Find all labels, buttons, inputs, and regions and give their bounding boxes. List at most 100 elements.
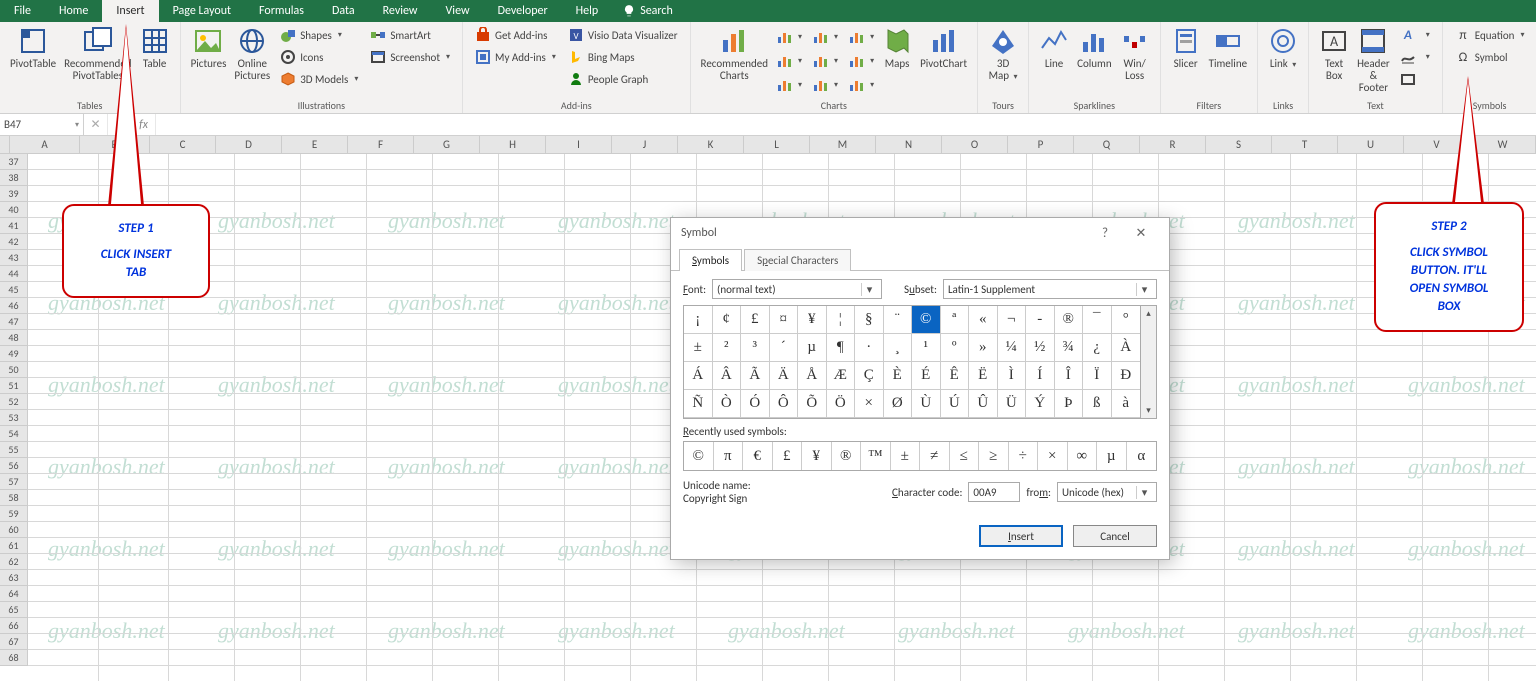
character-cell[interactable]: È	[884, 362, 913, 390]
character-cell[interactable]: Ã	[741, 362, 770, 390]
character-cell[interactable]: «	[969, 306, 998, 334]
column-header[interactable]: Q	[1074, 136, 1140, 153]
column-header[interactable]: T	[1272, 136, 1338, 153]
column-header[interactable]: F	[348, 136, 414, 153]
character-cell[interactable]: ·	[855, 334, 884, 362]
row-header[interactable]: 48	[0, 330, 28, 346]
row-header[interactable]: 57	[0, 474, 28, 490]
character-cell[interactable]: Û	[969, 390, 998, 418]
row-header[interactable]: 47	[0, 314, 28, 330]
column-header[interactable]: N	[876, 136, 942, 153]
character-cell[interactable]: Æ	[827, 362, 856, 390]
people-graph-button[interactable]: People Graph	[566, 68, 680, 90]
dialog-tab-symbols[interactable]: Symbols	[679, 249, 742, 271]
scrollbar[interactable]: ▴▾	[1141, 305, 1157, 419]
character-cell[interactable]: -	[1026, 306, 1055, 334]
row-header[interactable]: 55	[0, 442, 28, 458]
win-loss-button[interactable]: Win/Loss	[1116, 24, 1154, 84]
character-cell[interactable]: ³	[741, 334, 770, 362]
character-cell[interactable]: Ó	[741, 390, 770, 418]
character-cell[interactable]: ®	[1055, 306, 1084, 334]
menu-tab-review[interactable]: Review	[369, 0, 432, 22]
character-cell[interactable]: Í	[1026, 362, 1055, 390]
row-header[interactable]: 51	[0, 378, 28, 394]
icons-button[interactable]: Icons	[278, 46, 360, 68]
character-cell[interactable]: °	[1112, 306, 1141, 334]
row-header[interactable]: 67	[0, 634, 28, 650]
wordart-button[interactable]: A▾	[1398, 24, 1432, 46]
character-cell[interactable]: ¤	[770, 306, 799, 334]
character-cell[interactable]: ¬	[998, 306, 1027, 334]
chart-type-scatter[interactable]: ▾	[810, 50, 840, 72]
character-cell[interactable]: ±	[684, 334, 713, 362]
character-cell[interactable]: É	[912, 362, 941, 390]
recent-character-cell[interactable]: ¥	[802, 442, 832, 470]
character-cell[interactable]: ¹	[912, 334, 941, 362]
column-header[interactable]: M	[810, 136, 876, 153]
character-cell[interactable]: Ð	[1112, 362, 1141, 390]
row-header[interactable]: 52	[0, 394, 28, 410]
character-cell[interactable]: ¢	[713, 306, 742, 334]
recent-character-cell[interactable]: ≠	[920, 442, 950, 470]
chart-type-line[interactable]: ▾	[810, 26, 840, 48]
column-header[interactable]: G	[414, 136, 480, 153]
chart-type-stock[interactable]: ▾	[774, 74, 804, 96]
menu-tab-home[interactable]: Home	[45, 0, 102, 22]
character-cell[interactable]: ¸	[884, 334, 913, 362]
formula-input[interactable]	[156, 114, 1536, 135]
dialog-titlebar[interactable]: Symbol ? ✕	[671, 218, 1169, 248]
insert-button[interactable]: Insert	[979, 525, 1063, 547]
row-header[interactable]: 59	[0, 506, 28, 522]
column-header[interactable]: A	[10, 136, 80, 153]
row-header[interactable]: 41	[0, 218, 28, 234]
character-cell[interactable]: ²	[713, 334, 742, 362]
character-cell[interactable]: ¨	[884, 306, 913, 334]
close-icon[interactable]: ✕	[1123, 226, 1159, 241]
recent-character-cell[interactable]: ≤	[950, 442, 980, 470]
character-cell[interactable]: Ô	[770, 390, 799, 418]
recent-character-cell[interactable]: ∞	[1068, 442, 1098, 470]
character-cell[interactable]: »	[969, 334, 998, 362]
name-box-dropdown-icon[interactable]: ▾	[75, 120, 79, 130]
recent-character-cell[interactable]: ©	[684, 442, 714, 470]
row-header[interactable]: 56	[0, 458, 28, 474]
menu-tab-insert[interactable]: Insert	[102, 0, 158, 22]
character-cell[interactable]: ©	[912, 306, 941, 334]
character-cell[interactable]: Ø	[884, 390, 913, 418]
row-header[interactable]: 44	[0, 266, 28, 282]
from-combo[interactable]: Unicode (hex) ▾	[1057, 482, 1157, 502]
character-cell[interactable]: ½	[1026, 334, 1055, 362]
row-header[interactable]: 46	[0, 298, 28, 314]
menu-tab-help[interactable]: Help	[562, 0, 613, 22]
font-combo[interactable]: (normal text) ▾	[712, 279, 882, 299]
menu-tab-formulas[interactable]: Formulas	[245, 0, 318, 22]
recent-character-cell[interactable]: ™	[861, 442, 891, 470]
cancel-button[interactable]: Cancel	[1073, 525, 1157, 547]
header-footer-button[interactable]: Header& Footer	[1353, 24, 1394, 96]
character-cell[interactable]: Ç	[855, 362, 884, 390]
object-button[interactable]	[1398, 68, 1432, 90]
character-cell[interactable]: ¼	[998, 334, 1027, 362]
row-header[interactable]: 62	[0, 554, 28, 570]
column-header[interactable]: S	[1206, 136, 1272, 153]
column-header[interactable]: H	[480, 136, 546, 153]
character-cell[interactable]: Ù	[912, 390, 941, 418]
character-cell[interactable]: Ò	[713, 390, 742, 418]
row-header[interactable]: 50	[0, 362, 28, 378]
row-header[interactable]: 54	[0, 426, 28, 442]
link-button[interactable]: Link ▾	[1264, 24, 1302, 73]
pivotchart-button[interactable]: PivotChart	[916, 24, 971, 72]
tell-me-search[interactable]: Search	[612, 0, 683, 22]
line-button[interactable]: Line	[1035, 24, 1073, 72]
text-box-button[interactable]: ATextBox	[1315, 24, 1353, 84]
recent-character-cell[interactable]: ≥	[979, 442, 1009, 470]
row-header[interactable]: 39	[0, 186, 28, 202]
column-header[interactable]: C	[150, 136, 216, 153]
row-header[interactable]: 64	[0, 586, 28, 602]
visio-data-visualizer-button[interactable]: VVisio Data Visualizer	[566, 24, 680, 46]
row-header[interactable]: 61	[0, 538, 28, 554]
row-header[interactable]: 58	[0, 490, 28, 506]
character-cell[interactable]: Ú	[941, 390, 970, 418]
select-all-corner[interactable]	[0, 136, 10, 153]
recent-symbols-grid[interactable]: ©π€£¥®™±≠≤≥÷×∞µα	[683, 441, 1157, 471]
